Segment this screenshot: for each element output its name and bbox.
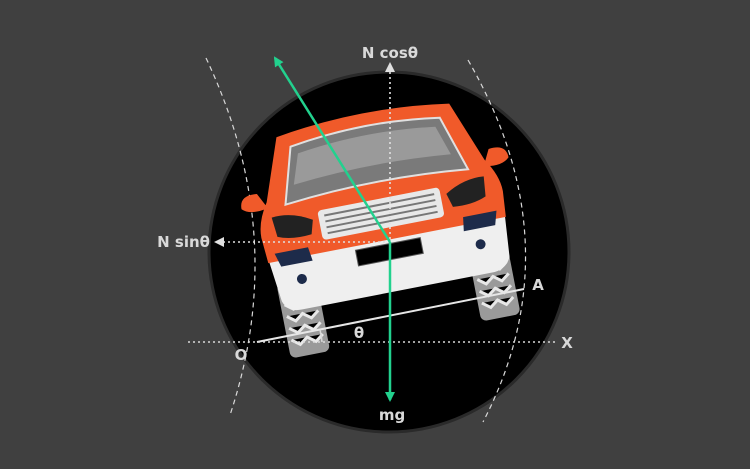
normal-force-arrow — [273, 56, 392, 243]
n-sin-label: N sinθ — [157, 233, 210, 251]
point-a-label: A — [532, 276, 544, 294]
x-axis-label: X — [561, 334, 573, 352]
headlight-left — [271, 215, 313, 238]
theta-arc — [319, 329, 323, 343]
lower-vent-left — [274, 247, 313, 267]
grille — [317, 187, 444, 240]
fog-light-right — [475, 239, 486, 250]
headlight-right — [446, 176, 486, 207]
lower-vent-right — [463, 210, 497, 232]
mirror-right — [483, 147, 509, 167]
origin-label: O — [235, 346, 248, 364]
fog-light-left — [296, 273, 307, 284]
car — [241, 103, 520, 358]
mirror-left — [241, 193, 268, 213]
left-curve-guide — [205, 57, 256, 416]
mg-label: mg — [379, 406, 405, 424]
theta-label: θ — [354, 324, 364, 342]
right-curve-guide — [467, 59, 527, 423]
n-cos-label: N cosθ — [362, 44, 418, 62]
